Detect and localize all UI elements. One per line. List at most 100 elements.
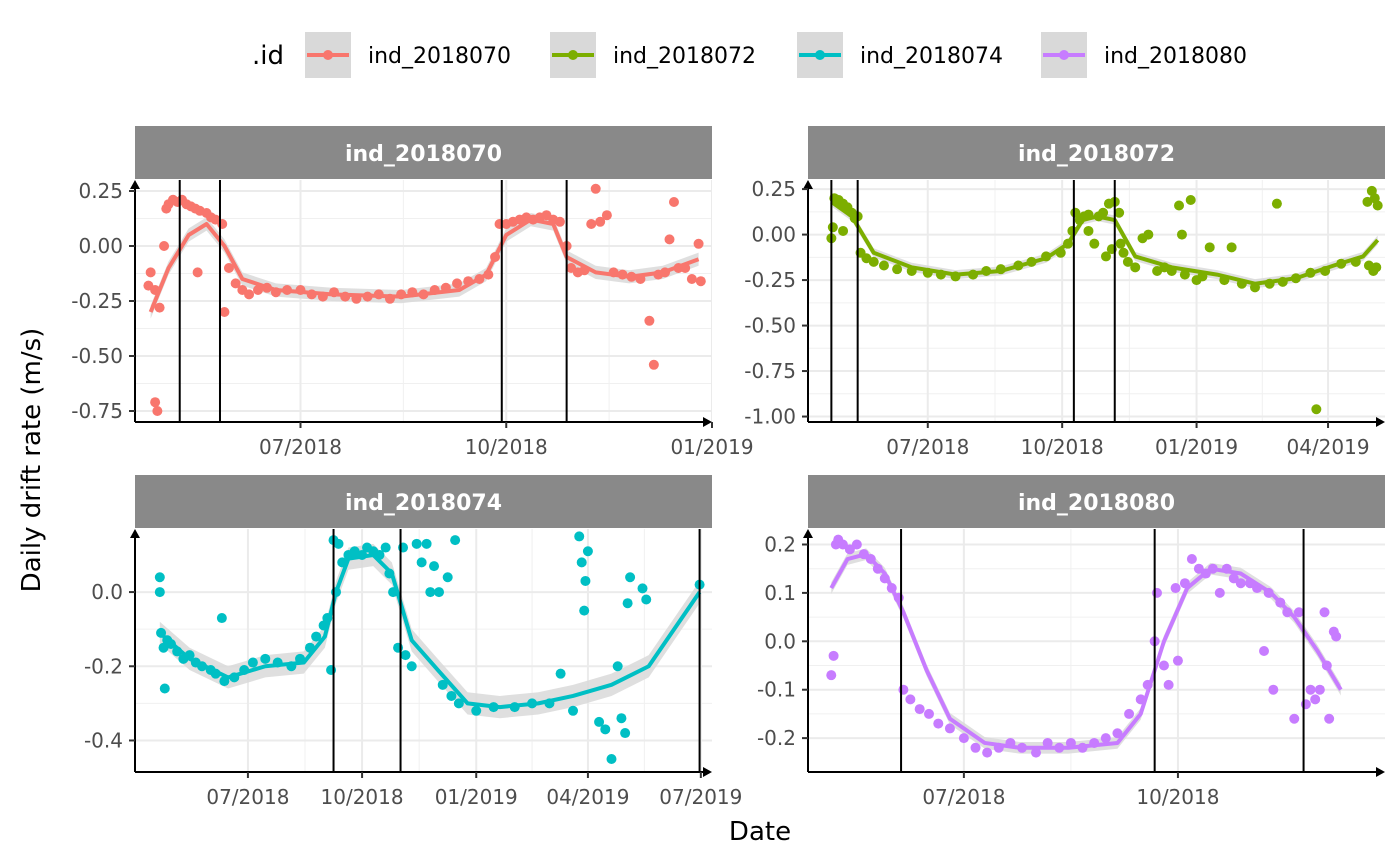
y-tick-label: -0.50 bbox=[71, 344, 123, 368]
y-tick-label: 0.2 bbox=[764, 532, 796, 556]
data-point bbox=[1305, 684, 1316, 695]
data-point bbox=[958, 733, 969, 744]
data-point bbox=[333, 538, 344, 549]
y-tick-label: -1.00 bbox=[744, 405, 796, 429]
data-point bbox=[1031, 747, 1042, 758]
smooth-line bbox=[830, 200, 1380, 286]
data-point bbox=[923, 708, 934, 719]
data-point bbox=[580, 575, 591, 586]
data-point bbox=[905, 694, 916, 705]
x-tick-label: 10/2018 bbox=[1021, 435, 1104, 459]
data-point bbox=[620, 728, 631, 739]
data-point bbox=[223, 263, 234, 273]
data-point bbox=[247, 657, 258, 668]
data-point bbox=[1271, 198, 1282, 209]
data-point bbox=[192, 267, 203, 278]
data-point bbox=[579, 605, 590, 616]
data-point bbox=[349, 546, 360, 557]
data-point bbox=[933, 718, 944, 729]
data-point bbox=[1122, 256, 1133, 267]
data-point bbox=[416, 557, 427, 568]
strip-background bbox=[808, 475, 1385, 528]
data-point bbox=[152, 406, 163, 416]
data-point bbox=[154, 302, 165, 313]
data-point bbox=[1143, 229, 1154, 240]
data-point bbox=[217, 219, 228, 229]
data-point bbox=[442, 572, 453, 583]
y-tick-label: -0.75 bbox=[744, 359, 796, 383]
legend-key-ind_2018080: ind_2018080 bbox=[1041, 32, 1247, 78]
data-point bbox=[159, 683, 170, 694]
data-point bbox=[1193, 563, 1204, 574]
strip-background bbox=[808, 126, 1385, 179]
legend-key-point bbox=[568, 50, 578, 60]
data-point bbox=[216, 613, 227, 624]
data-point bbox=[219, 307, 230, 317]
data-point bbox=[471, 705, 482, 716]
data-point bbox=[1226, 242, 1237, 253]
smooth-line bbox=[148, 217, 700, 313]
plot-area bbox=[808, 529, 1385, 772]
data-point bbox=[446, 690, 457, 701]
data-point bbox=[1114, 207, 1125, 218]
data-point bbox=[1172, 655, 1183, 666]
x-axis-arrow bbox=[1376, 417, 1385, 427]
data-point bbox=[944, 723, 955, 734]
data-point bbox=[641, 594, 652, 605]
data-point bbox=[1371, 262, 1382, 273]
x-tick-label: 01/2019 bbox=[670, 435, 753, 459]
data-point bbox=[452, 278, 463, 289]
data-point bbox=[253, 285, 264, 295]
data-point bbox=[878, 260, 889, 271]
data-point bbox=[1235, 578, 1246, 589]
data-point bbox=[837, 539, 848, 550]
data-point bbox=[244, 289, 255, 300]
x-tick-label: 07/2018 bbox=[922, 785, 1005, 809]
x-tick-label: 10/2018 bbox=[465, 435, 548, 459]
data-point bbox=[1176, 229, 1187, 240]
data-point bbox=[453, 698, 464, 709]
data-point bbox=[1089, 238, 1100, 249]
data-point bbox=[1311, 404, 1322, 415]
data-point bbox=[411, 538, 422, 549]
y-tick-label: -0.25 bbox=[71, 289, 123, 313]
data-point bbox=[574, 531, 585, 542]
data-point bbox=[898, 684, 909, 695]
data-point bbox=[421, 538, 432, 549]
data-point bbox=[393, 642, 404, 653]
legend-key-point bbox=[815, 50, 825, 60]
panel-ind_2018070: ind_2018070 0.25 0.00 -0.25 -0.50 -0.75 07/201… bbox=[71, 126, 754, 459]
data-point bbox=[594, 716, 605, 727]
strip-background bbox=[135, 475, 712, 528]
strip-label: ind_2018080 bbox=[1018, 491, 1175, 516]
data-point bbox=[380, 542, 391, 553]
data-point bbox=[982, 747, 993, 758]
data-point bbox=[230, 278, 241, 289]
smooth-confidence-band bbox=[159, 543, 700, 719]
data-point bbox=[568, 705, 579, 716]
plot-area bbox=[135, 529, 712, 772]
x-axis-title: Date bbox=[729, 817, 791, 847]
x-tick-label: 01/2019 bbox=[1155, 435, 1238, 459]
data-point bbox=[1170, 583, 1181, 594]
data-point bbox=[326, 664, 337, 675]
y-tick-label: -0.2 bbox=[84, 654, 123, 678]
data-point bbox=[1289, 713, 1300, 724]
panels: ind_2018070 0.25 0.00 -0.25 -0.50 -0.75 07/201… bbox=[71, 126, 1385, 809]
y-axis-arrow bbox=[130, 180, 140, 189]
legend-key-ind_2018070: ind_2018070 bbox=[305, 32, 511, 78]
smooth-line bbox=[829, 552, 1343, 750]
data-point bbox=[970, 742, 981, 753]
y-axis-arrow bbox=[803, 180, 813, 189]
y-tick-label: -0.1 bbox=[757, 678, 796, 702]
plot-area bbox=[135, 180, 712, 422]
legend-label: ind_2018070 bbox=[368, 44, 511, 69]
legend-keys: ind_2018070 ind_2018072 ind_2018074 ind_201… bbox=[305, 32, 1247, 78]
x-tick-label: 04/2019 bbox=[1286, 435, 1369, 459]
data-point bbox=[622, 598, 633, 609]
x-tick-label: 01/2019 bbox=[435, 785, 518, 809]
data-point bbox=[429, 561, 440, 572]
data-point bbox=[1174, 200, 1185, 211]
data-point bbox=[1186, 554, 1197, 565]
data-point bbox=[1151, 587, 1162, 598]
